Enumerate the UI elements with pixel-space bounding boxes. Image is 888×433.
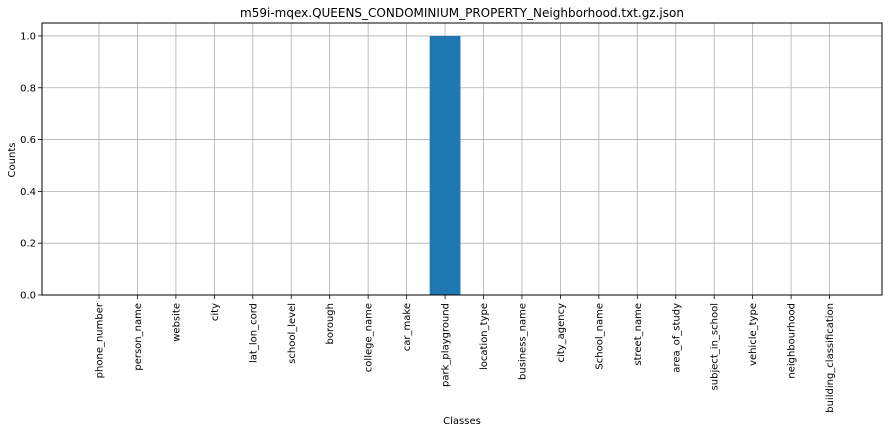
bars: [429, 35, 461, 295]
x-tick-label: lat_lon_cord: [248, 303, 259, 363]
x-tick-label: borough: [325, 303, 336, 345]
x-tick-label: subject_in_school: [710, 303, 721, 390]
y-axis-ticks: 0.0 0.2 0.4 0.6 0.8 1.0: [20, 31, 42, 302]
y-axis-label: Counts: [7, 143, 18, 178]
x-tick-label: neighbourhood: [787, 303, 798, 379]
x-gridlines: [98, 23, 830, 295]
x-axis-label: Classes: [443, 416, 481, 427]
x-tick-label: business_name: [517, 303, 528, 380]
x-tick-label: phone_number: [95, 302, 106, 378]
x-tick-label: person_name: [133, 303, 144, 371]
x-tick-label: area_of_study: [671, 303, 682, 373]
chart-title: m59i-mqex.QUEENS_CONDOMINIUM_PROPERTY_Ne…: [240, 6, 684, 20]
x-tick-label: park_playground: [441, 303, 452, 387]
x-tick-label: website: [171, 303, 182, 342]
x-tick-label: street_name: [633, 303, 644, 366]
x-tick-label: location_type: [479, 303, 490, 370]
x-tick-label: city: [210, 303, 221, 321]
plot-frame: [41, 22, 883, 296]
x-tick-label: city_agency: [556, 303, 567, 363]
x-tick-label: vehicle_type: [748, 303, 759, 366]
x-tick-label: college_name: [364, 303, 375, 372]
bar-park_playground: [429, 35, 461, 295]
x-tick-label: building_classification: [825, 303, 836, 413]
x-tick-label: school_level: [287, 303, 298, 364]
y-tick-label: 0.4: [20, 187, 36, 198]
y-gridlines: [42, 35, 882, 296]
y-tick-label: 1.0: [20, 31, 36, 42]
y-tick-label: 0.6: [20, 135, 36, 146]
x-axis-ticks: phone_number person_name website city lat_lo…: [95, 295, 836, 413]
x-tick-label: car_make: [402, 303, 413, 351]
y-tick-label: 0.0: [20, 291, 36, 302]
y-tick-label: 0.8: [20, 83, 36, 94]
y-tick-label: 0.2: [20, 239, 36, 250]
x-tick-label: School_name: [594, 303, 605, 370]
